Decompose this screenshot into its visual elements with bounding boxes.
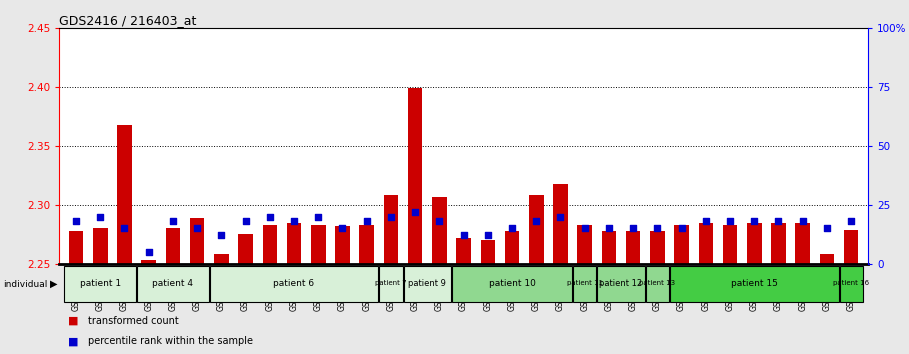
Point bbox=[165, 218, 180, 224]
Bar bbox=[452, 266, 572, 302]
Text: patient 10: patient 10 bbox=[489, 279, 535, 288]
Point bbox=[93, 214, 107, 219]
Point bbox=[820, 225, 834, 231]
Point bbox=[117, 225, 132, 231]
Bar bbox=[432, 196, 446, 264]
Bar bbox=[529, 195, 544, 264]
Bar bbox=[359, 225, 374, 264]
Bar bbox=[142, 260, 156, 264]
Point bbox=[311, 214, 325, 219]
Bar bbox=[117, 125, 132, 264]
Bar bbox=[404, 266, 451, 302]
Point bbox=[384, 214, 398, 219]
Bar bbox=[286, 223, 301, 264]
Point bbox=[69, 218, 84, 224]
Point bbox=[481, 233, 495, 238]
Point bbox=[286, 218, 301, 224]
Bar bbox=[602, 231, 616, 264]
Bar bbox=[844, 230, 858, 264]
Text: patient 12: patient 12 bbox=[599, 279, 643, 288]
Point bbox=[698, 218, 713, 224]
Text: percentile rank within the sample: percentile rank within the sample bbox=[88, 336, 254, 346]
Point bbox=[238, 218, 253, 224]
Text: patient 1: patient 1 bbox=[80, 279, 121, 288]
Text: individual: individual bbox=[3, 280, 47, 289]
Text: patient 11: patient 11 bbox=[566, 280, 603, 286]
Bar bbox=[93, 228, 107, 264]
Bar bbox=[379, 266, 403, 302]
Point bbox=[674, 225, 689, 231]
Point bbox=[602, 225, 616, 231]
Point bbox=[844, 218, 858, 224]
Bar bbox=[554, 184, 568, 264]
Point bbox=[335, 225, 350, 231]
Point bbox=[650, 225, 664, 231]
Bar bbox=[747, 223, 762, 264]
Bar bbox=[238, 234, 253, 264]
Text: patient 9: patient 9 bbox=[408, 279, 446, 288]
Point bbox=[142, 249, 156, 255]
Text: patient 15: patient 15 bbox=[731, 279, 778, 288]
Text: patient 4: patient 4 bbox=[153, 279, 194, 288]
Bar bbox=[698, 223, 713, 264]
Point bbox=[771, 218, 785, 224]
Bar bbox=[215, 254, 229, 264]
Point bbox=[359, 218, 374, 224]
Bar bbox=[597, 266, 644, 302]
Bar bbox=[456, 238, 471, 264]
Text: patient 13: patient 13 bbox=[639, 280, 675, 286]
Point bbox=[456, 233, 471, 238]
Text: patient 7: patient 7 bbox=[375, 280, 406, 286]
Bar bbox=[165, 228, 180, 264]
Bar bbox=[626, 231, 641, 264]
Bar bbox=[65, 266, 136, 302]
Point bbox=[408, 209, 423, 215]
Point bbox=[554, 214, 568, 219]
Point bbox=[504, 225, 519, 231]
Point bbox=[795, 218, 810, 224]
Point bbox=[215, 233, 229, 238]
Bar bbox=[650, 231, 664, 264]
Point bbox=[190, 225, 205, 231]
Bar bbox=[504, 231, 519, 264]
Text: patient 6: patient 6 bbox=[274, 279, 315, 288]
Point bbox=[626, 225, 641, 231]
Bar bbox=[795, 223, 810, 264]
Bar bbox=[311, 225, 325, 264]
Text: ■: ■ bbox=[68, 315, 79, 326]
Text: ■: ■ bbox=[68, 336, 79, 346]
Bar bbox=[481, 240, 495, 264]
Text: ▶: ▶ bbox=[50, 279, 57, 289]
Bar bbox=[69, 231, 84, 264]
Point bbox=[529, 218, 544, 224]
Bar bbox=[190, 218, 205, 264]
Bar bbox=[335, 226, 350, 264]
Bar bbox=[645, 266, 669, 302]
Bar bbox=[840, 266, 863, 302]
Bar bbox=[384, 195, 398, 264]
Text: transformed count: transformed count bbox=[88, 315, 179, 326]
Text: GDS2416 / 216403_at: GDS2416 / 216403_at bbox=[59, 14, 196, 27]
Point bbox=[577, 225, 592, 231]
Bar bbox=[670, 266, 838, 302]
Bar bbox=[674, 225, 689, 264]
Bar bbox=[573, 266, 596, 302]
Bar bbox=[263, 225, 277, 264]
Bar bbox=[137, 266, 209, 302]
Bar bbox=[408, 88, 423, 264]
Bar bbox=[723, 225, 737, 264]
Point bbox=[263, 214, 277, 219]
Text: patient 16: patient 16 bbox=[833, 280, 869, 286]
Point bbox=[432, 218, 446, 224]
Bar bbox=[577, 225, 592, 264]
Bar bbox=[820, 254, 834, 264]
Bar bbox=[210, 266, 378, 302]
Point bbox=[747, 218, 762, 224]
Bar bbox=[771, 223, 785, 264]
Point bbox=[723, 218, 737, 224]
